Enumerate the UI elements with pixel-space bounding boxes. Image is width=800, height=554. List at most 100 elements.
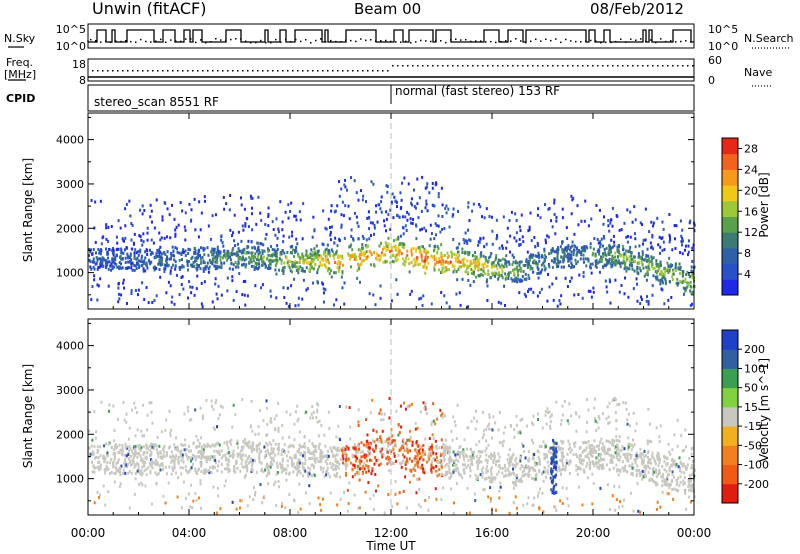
noise-search-dot — [425, 40, 427, 42]
power-cell — [563, 258, 566, 262]
nave-dot — [527, 65, 529, 67]
velocity-cell — [357, 423, 360, 427]
velocity-cell — [420, 445, 423, 449]
power-cell — [514, 279, 517, 283]
noise-search-dot — [665, 40, 667, 43]
velocity-cell — [142, 460, 145, 464]
power-cell — [166, 250, 169, 254]
power-cell — [326, 258, 329, 262]
velocity-cell — [168, 465, 171, 469]
nave-dot — [312, 70, 314, 72]
power-cell — [681, 252, 684, 256]
velocity-cell — [303, 454, 306, 458]
power-cell — [92, 257, 95, 261]
power-cell — [612, 234, 615, 238]
velocity-cell — [605, 451, 608, 455]
power-cell — [169, 269, 172, 273]
velocity-cell — [549, 415, 552, 419]
velocity-cell — [680, 470, 683, 474]
power-cell — [583, 246, 586, 250]
velocity-cell — [641, 469, 644, 473]
velocity-cell — [533, 452, 536, 456]
velocity-cell — [140, 446, 143, 450]
power-cell — [379, 296, 382, 300]
noise-search-dot — [100, 41, 102, 43]
velocity-cell — [628, 464, 631, 468]
velocity-cell — [319, 460, 322, 464]
velocity-cell — [367, 481, 370, 485]
power-cell — [450, 252, 453, 256]
power-cell — [434, 262, 437, 266]
power-cell — [269, 254, 272, 258]
velocity-cell — [308, 456, 311, 460]
velocity-cell — [363, 453, 366, 457]
velocity-cell — [446, 472, 449, 476]
velocity-cell — [232, 403, 235, 407]
power-scatter — [88, 175, 696, 309]
power-cell — [226, 289, 229, 293]
power-cell — [613, 240, 616, 244]
velocity-cell — [441, 412, 444, 416]
velocity-cell — [489, 499, 492, 503]
noise-search-dot — [435, 39, 437, 42]
power-cell — [142, 267, 145, 271]
noise-search-dot — [110, 41, 112, 43]
power-cell — [644, 257, 647, 261]
power-cell — [363, 258, 366, 262]
noise-search-dot — [545, 38, 547, 41]
power-cell — [415, 237, 418, 241]
nave-dot — [552, 65, 554, 67]
power-cell — [514, 259, 517, 263]
noise-search-dot — [340, 41, 342, 43]
power-cell — [259, 242, 262, 246]
power-cell — [333, 210, 336, 214]
power-cell — [170, 266, 173, 270]
velocity-cell — [200, 470, 203, 474]
power-cell — [215, 258, 218, 262]
velocity-cell — [297, 510, 300, 514]
velocity-cell — [484, 477, 487, 481]
power-cell — [537, 251, 540, 255]
power-cell — [163, 236, 166, 240]
velocity-cell — [210, 399, 213, 403]
velocity-cell — [682, 462, 685, 466]
power-cell — [547, 252, 550, 256]
power-cell — [477, 243, 480, 247]
power-cell — [659, 263, 662, 267]
velocity-cell — [469, 474, 472, 478]
power-cell — [191, 255, 194, 259]
power-cell — [506, 240, 509, 244]
power-cell — [383, 219, 386, 223]
velocity-cell — [269, 417, 272, 421]
velocity-cell — [655, 483, 658, 487]
power-cell — [320, 257, 323, 261]
velocity-cell — [531, 476, 534, 480]
velocity-cell — [374, 446, 377, 450]
power-cell — [127, 256, 130, 260]
velocity-cell — [663, 460, 666, 464]
velocity-cell — [326, 454, 329, 458]
velocity-cell — [310, 474, 313, 478]
power-cell — [165, 259, 168, 263]
power-cell — [99, 262, 102, 266]
power-cell — [438, 256, 441, 260]
power-cell — [93, 260, 96, 264]
power-cell — [641, 223, 644, 227]
power-cell — [328, 272, 331, 276]
velocity-cell — [186, 457, 189, 461]
velocity-cell — [561, 486, 564, 490]
velocity-cell — [428, 495, 431, 499]
noise-search-dot — [375, 40, 377, 42]
power-cell — [252, 259, 255, 263]
power-cell — [231, 248, 234, 252]
velocity-cell — [149, 448, 152, 452]
velocity-cell — [530, 421, 533, 425]
velocity-cell — [118, 470, 121, 474]
velocity-cell — [562, 455, 565, 459]
power-cell — [412, 258, 415, 262]
velocity-cell — [252, 486, 255, 490]
power-cell — [652, 221, 655, 225]
power-cell — [571, 198, 574, 202]
power-cell — [240, 196, 243, 200]
